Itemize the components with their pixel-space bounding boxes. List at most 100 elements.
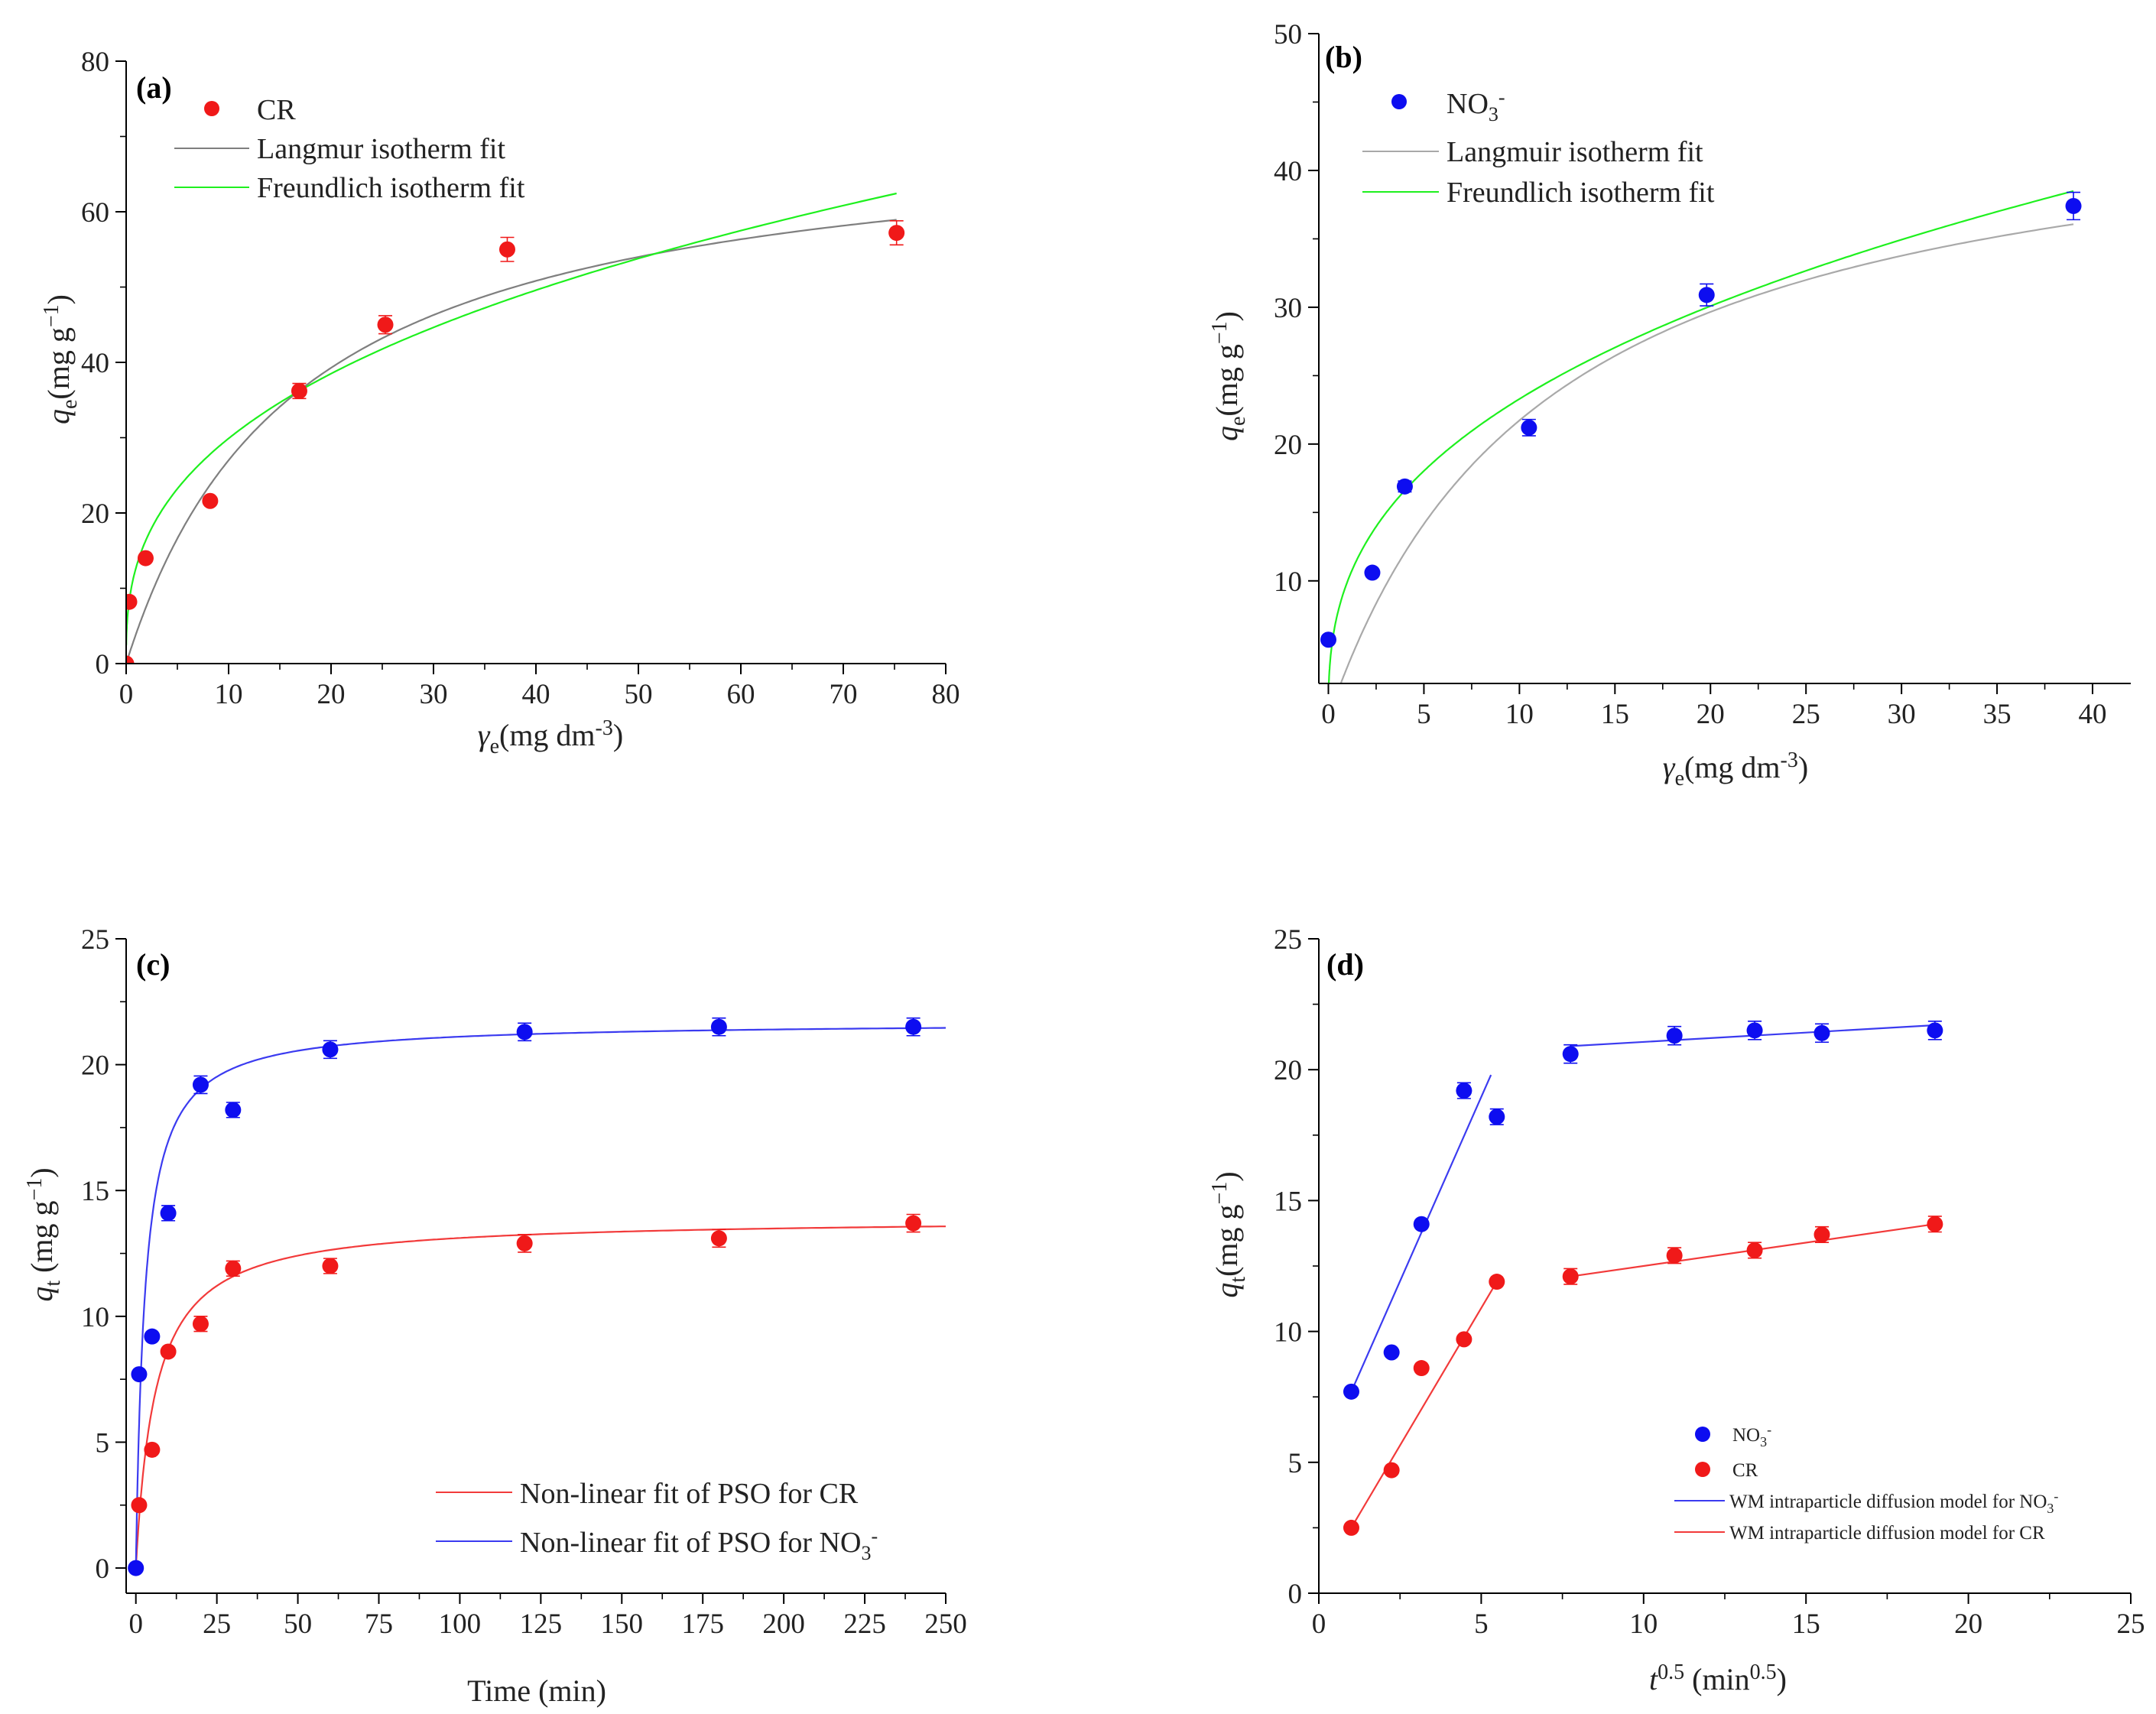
x-tick-label-a-7: 70 <box>830 679 858 710</box>
plot-area-d: 0 5 10 15 20 25 0 5 10 15 20 25 <box>1274 924 2145 1640</box>
legend-wm-no3-label: WM intraparticle diffusion model for NO3… <box>1729 1488 2058 1516</box>
y-tick-label-c-4: 20 <box>81 1050 109 1082</box>
y-tick-label-b-3: 40 <box>1274 156 1302 187</box>
x-tick-label-c-0: 0 <box>128 1608 143 1640</box>
y-tick-label-d-4: 20 <box>1274 1055 1302 1086</box>
x-axis-title-a: γe(mg dm-3) <box>478 716 623 758</box>
legend-no3-label: NO3- <box>1447 86 1505 125</box>
fit-segment-d-3-0 <box>1350 1281 1498 1528</box>
legend-langmuir-label: Langmuir isotherm fit <box>1447 136 1703 168</box>
marks-c <box>128 1017 946 1576</box>
legend-marker-no3 <box>1695 1427 1710 1442</box>
data-point-c-1-4 <box>192 1076 209 1093</box>
data-point-d-0-0 <box>1343 1383 1359 1400</box>
y-tick-label-c-2: 10 <box>81 1302 109 1333</box>
y-tick-label-b-0: 10 <box>1274 566 1302 598</box>
data-point-c-0-4 <box>225 1260 242 1277</box>
panel-d: 0 5 10 15 20 25 0 5 10 15 20 25 (d) NO3- CR WM intr… <box>1208 924 2145 1696</box>
panel-label-d: (d) <box>1326 947 1364 982</box>
x-tick-label-b-6: 30 <box>1888 699 1916 730</box>
x-tick-label-d-0: 0 <box>1312 1608 1326 1640</box>
data-point-d-1-4 <box>1489 1274 1505 1290</box>
y-tick-label-a-0: 0 <box>96 649 110 680</box>
legend-langmuir-label: Langmur isotherm fit <box>257 133 505 165</box>
x-tick-label-d-1: 5 <box>1474 1608 1489 1640</box>
data-point-a-0-2 <box>137 550 154 566</box>
legend-c: Non-linear fit of PSO for CR Non-linear … <box>436 1478 878 1564</box>
y-tick-label-a-3: 60 <box>81 197 109 229</box>
data-point-d-1-6 <box>1666 1247 1683 1264</box>
x-tick-label-a-8: 80 <box>932 679 960 710</box>
data-point-b-0-0 <box>1320 631 1336 648</box>
data-point-b-0-1 <box>1364 564 1381 581</box>
data-point-d-1-3 <box>1456 1331 1473 1348</box>
data-point-a-0-1 <box>126 593 138 610</box>
x-axis-title-b: γe(mg dm-3) <box>1663 748 1808 790</box>
data-point-c-1-1 <box>131 1366 148 1383</box>
y-tick-label-c-3: 15 <box>81 1176 109 1207</box>
data-point-c-0-8 <box>905 1215 922 1232</box>
data-point-d-0-1 <box>1383 1344 1400 1361</box>
data-point-c-1-8 <box>710 1018 727 1035</box>
data-point-d-1-7 <box>1746 1242 1763 1258</box>
data-point-c-1-3 <box>160 1205 177 1222</box>
data-point-c-1-0 <box>128 1560 144 1576</box>
y-tick-label-c-1: 5 <box>96 1427 110 1459</box>
data-point-c-0-5 <box>322 1258 339 1274</box>
marks-a <box>126 192 905 664</box>
data-point-a-0-3 <box>202 492 219 509</box>
fit-line-a-1 <box>126 219 897 664</box>
x-tick-label-b-0: 0 <box>1321 699 1336 730</box>
y-tick-label-d-3: 15 <box>1274 1186 1302 1217</box>
legend-no3-label: NO3- <box>1732 1422 1771 1449</box>
data-point-a-0-7 <box>888 225 905 242</box>
legend-marker-cr <box>1695 1462 1710 1477</box>
x-tick-label-a-5: 50 <box>625 679 653 710</box>
x-tick-label-a-3: 30 <box>420 679 448 710</box>
x-tick-label-b-8: 40 <box>2079 699 2107 730</box>
fit-line-c-3 <box>135 1027 946 1569</box>
data-point-d-0-3 <box>1456 1083 1473 1099</box>
data-point-b-0-4 <box>1698 287 1715 304</box>
x-tick-label-a-1: 10 <box>215 679 243 710</box>
data-point-d-1-8 <box>1813 1226 1830 1243</box>
data-point-c-1-5 <box>225 1102 242 1118</box>
x-tick-label-c-2: 50 <box>284 1608 312 1640</box>
y-tick-label-a-4: 80 <box>81 47 109 78</box>
fit-segment-d-2-0 <box>1350 1074 1492 1392</box>
y-tick-label-d-5: 25 <box>1274 924 1302 956</box>
y-tick-label-b-4: 50 <box>1274 19 1302 50</box>
data-point-c-0-3 <box>192 1316 209 1333</box>
x-tick-label-d-2: 10 <box>1629 1608 1658 1640</box>
data-point-c-0-7 <box>710 1230 727 1247</box>
fit-line-a-2 <box>126 192 897 646</box>
data-point-d-1-5 <box>1562 1268 1579 1285</box>
data-point-c-1-2 <box>144 1328 161 1345</box>
data-point-d-0-4 <box>1489 1109 1505 1125</box>
y-tick-label-d-1: 5 <box>1288 1448 1303 1479</box>
x-tick-label-c-3: 75 <box>365 1608 393 1640</box>
x-tick-label-c-1: 25 <box>203 1608 231 1640</box>
panel-a: 0 10 20 30 40 50 60 70 80 0 20 40 60 80 (a) CR Langmu… <box>40 47 960 758</box>
data-point-d-0-5 <box>1562 1046 1579 1063</box>
x-tick-label-c-9: 225 <box>843 1608 886 1640</box>
data-point-d-1-2 <box>1413 1360 1430 1377</box>
x-tick-label-b-5: 25 <box>1792 699 1820 730</box>
legend-b: NO3- Langmuir isotherm fit Freundlich is… <box>1362 86 1715 209</box>
legend-wm-cr-label: WM intraparticle diffusion model for CR <box>1729 1523 2045 1544</box>
legend-cr-label: CR <box>1732 1460 1758 1481</box>
fit-line-b-1 <box>1339 223 2074 683</box>
legend-d: NO3- CR WM intraparticle diffusion model… <box>1674 1422 2058 1544</box>
data-point-a-0-0 <box>126 655 135 664</box>
data-point-d-0-9 <box>1927 1022 1943 1039</box>
y-tick-label-c-5: 25 <box>81 924 109 956</box>
x-tick-label-d-3: 15 <box>1792 1608 1820 1640</box>
panel-c: 0 25 50 75 100 125 150 175 200 225 250 0 5 10 15 20 25 (… <box>23 924 967 1708</box>
x-tick-label-c-8: 200 <box>762 1608 805 1640</box>
plot-area-c: 0 25 50 75 100 125 150 175 200 225 250 0 5 10 15 20 25 <box>81 924 967 1640</box>
fit-line-b-2 <box>1327 190 2074 683</box>
data-point-d-1-9 <box>1927 1216 1943 1232</box>
x-tick-label-a-0: 0 <box>119 679 134 710</box>
x-tick-label-a-6: 60 <box>727 679 755 710</box>
legend-freundlich-label: Freundlich isotherm fit <box>1447 177 1715 209</box>
